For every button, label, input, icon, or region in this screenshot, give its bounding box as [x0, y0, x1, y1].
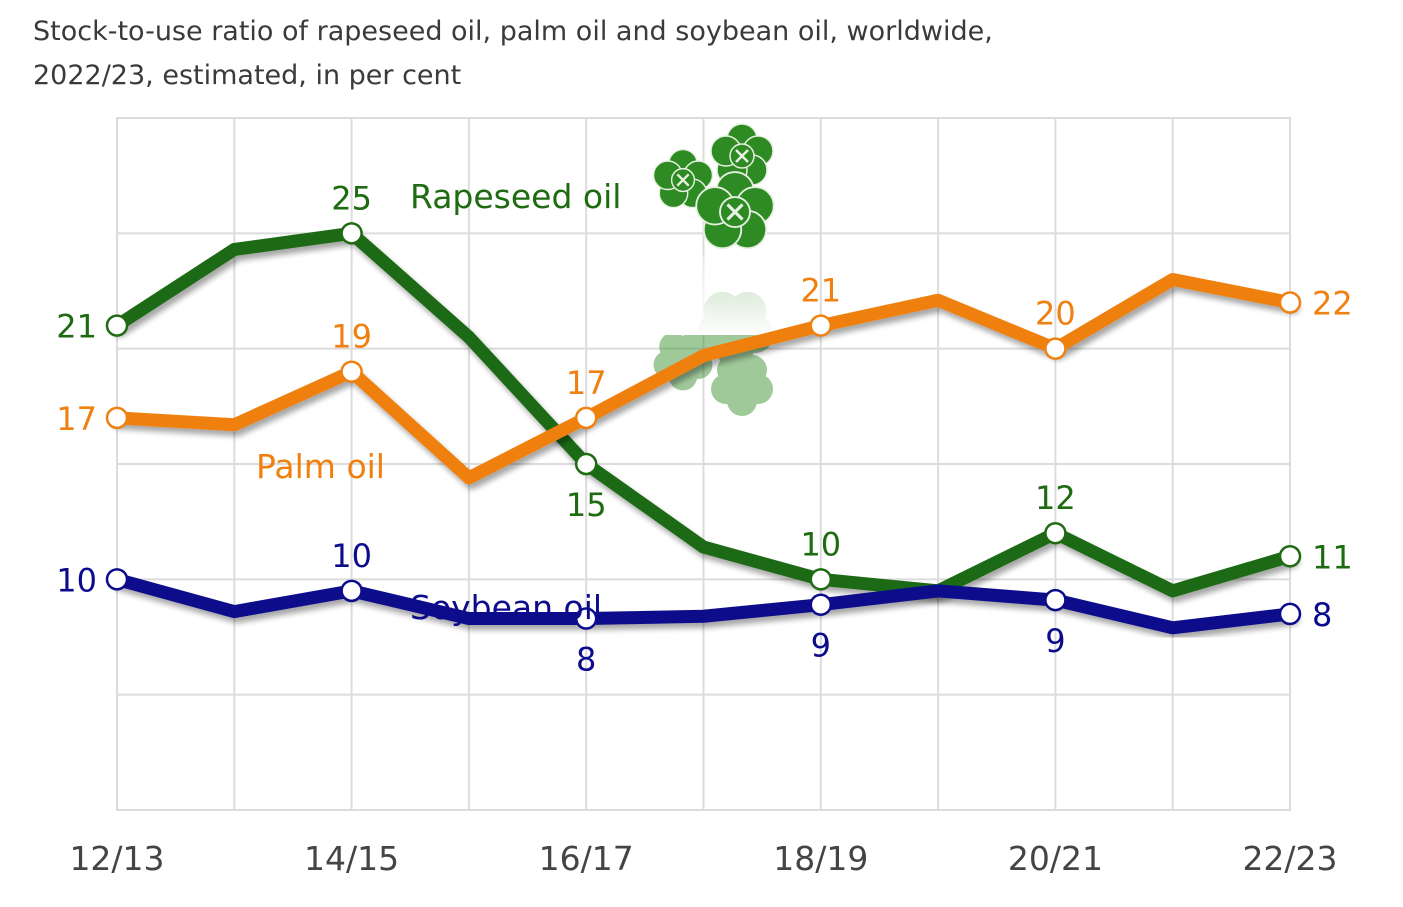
- data-label: 10: [800, 525, 841, 563]
- data-point-marker: [340, 360, 363, 383]
- data-point-marker: [809, 593, 833, 616]
- data-point-marker: [1044, 337, 1067, 360]
- data-label: 8: [1312, 596, 1332, 634]
- data-point-marker: [809, 314, 833, 337]
- x-tick-label: 20/21: [1008, 839, 1103, 878]
- series-label: Rapeseed oil: [410, 177, 621, 216]
- data-label: 22: [1312, 285, 1353, 323]
- x-tick-label: 22/23: [1242, 839, 1337, 878]
- series-line-soybean-oil: [110, 572, 1297, 635]
- data-label: 11: [1312, 538, 1353, 576]
- data-label: 15: [566, 486, 607, 524]
- x-tick-label: 18/19: [773, 839, 868, 878]
- x-axis-ticks: 12/13 14/15 16/17 18/19 20/21 22/23: [69, 839, 1337, 878]
- data-point-marker: [340, 579, 363, 603]
- series-label: Soybean oil: [410, 588, 602, 627]
- data-label: 25: [331, 179, 372, 217]
- chart-title-line-1: Stock-to-use ratio of rapeseed oil, palm…: [33, 16, 993, 47]
- data-label: 9: [1045, 622, 1065, 660]
- data-label: 19: [331, 318, 372, 356]
- data-label: 21: [56, 308, 97, 346]
- x-tick-label: 12/13: [69, 839, 164, 878]
- data-label: 10: [331, 537, 372, 575]
- data-label: 17: [566, 364, 607, 402]
- data-point-marker: [105, 314, 129, 337]
- chart-title-line-2: 2022/23, estimated, in per cent: [33, 60, 462, 91]
- data-point-marker: [574, 607, 598, 630]
- data-label: 9: [811, 627, 831, 665]
- data-point-marker: [340, 222, 363, 245]
- data-point-marker: [105, 406, 129, 430]
- data-point-marker: [809, 568, 833, 591]
- rapeseed-blossom-icon: [635, 123, 795, 416]
- data-point-marker: [1278, 545, 1302, 568]
- x-tick-label: 14/15: [304, 839, 399, 878]
- x-tick-label: 16/17: [539, 839, 634, 878]
- data-point-marker: [574, 452, 598, 476]
- data-point-marker: [574, 406, 598, 430]
- data-label: 12: [1035, 479, 1076, 517]
- series-label: Palm oil: [256, 447, 385, 486]
- grid: [116, 117, 1291, 811]
- data-labels: 21 25 15 10 12 11 Rapeseed oil 17 19 17 21 20 22 Palm…: [56, 177, 1352, 679]
- data-point-marker: [1044, 588, 1067, 612]
- data-label: 10: [56, 561, 97, 599]
- chart-title: Stock-to-use ratio of rapeseed oil, palm…: [33, 10, 1133, 98]
- data-point-marker: [105, 568, 129, 591]
- markers: [105, 222, 1302, 630]
- data-label: 21: [800, 272, 841, 310]
- series: [110, 226, 1297, 635]
- data-label: 8: [576, 641, 596, 679]
- series-line-palm-oil: [110, 272, 1297, 485]
- data-label: 17: [56, 400, 97, 438]
- data-point-marker: [1044, 521, 1067, 545]
- data-point-marker: [1278, 291, 1302, 314]
- series-line-rapeseed-oil: [110, 226, 1297, 598]
- data-point-marker: [1278, 602, 1302, 626]
- data-label: 20: [1035, 295, 1076, 333]
